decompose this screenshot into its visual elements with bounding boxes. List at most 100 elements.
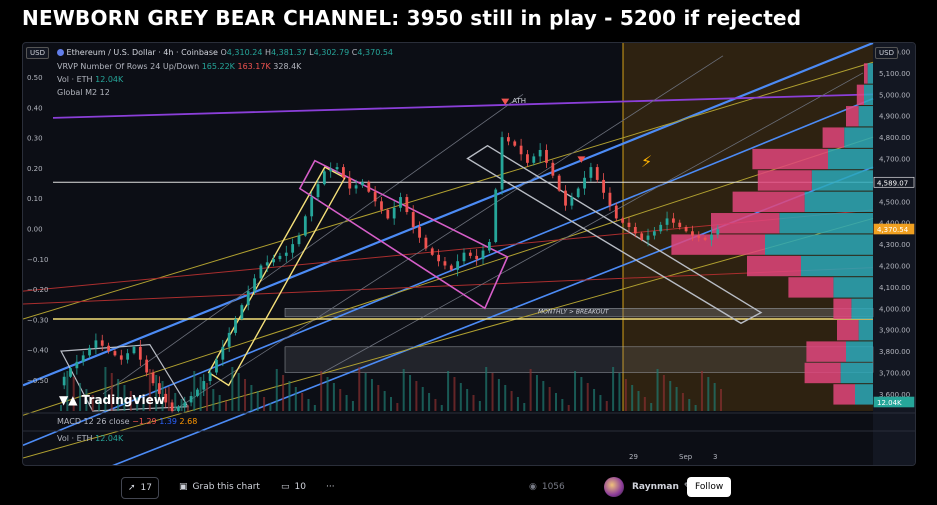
candle-body [75,361,79,369]
volume-bar [618,373,621,411]
volume-bar [193,371,196,411]
volume-bar [675,387,678,411]
candle-body [691,231,694,236]
comments-button[interactable]: ▭ 10 [281,482,306,492]
price-tag-label: 4,370.54 [877,226,909,234]
price-axis-tick: 4,900.00 [879,113,910,121]
volume-bar [199,377,202,411]
bear-flag-channel [298,159,509,310]
volume-bar [60,405,62,411]
m2-axis-tick: −0.50 [27,377,48,385]
volume-bar [104,367,107,411]
candle-body [538,149,542,157]
macd-legend[interactable]: MACD 12 26 close −1.29 1.39 2.68 [57,417,198,426]
candle-body [113,351,117,356]
volume-bar [421,387,424,411]
volume-bar [555,393,557,411]
volume-bar [650,403,653,411]
volume-legend[interactable]: Vol · ETH 12.04K [57,75,124,84]
m2-axis-tick: 0.10 [27,195,43,203]
more-button[interactable]: ··· [326,482,335,492]
candle-body [424,237,428,249]
candle-body [132,346,136,354]
volume-bar [288,381,291,411]
candle-body [672,218,675,223]
volume-legend-2[interactable]: Vol · ETH 12.04K [57,434,124,443]
m2-legend[interactable]: Global M2 12 [57,88,110,97]
vp-down-bar [846,106,859,127]
eye-icon: ◉ [529,482,537,492]
volume-bar [129,391,132,411]
candle-body [380,201,383,210]
volume-bar [504,385,507,411]
price-chart[interactable]: ATH⚡MONTHLY > BREAKOUT5,200.005,100.005,… [23,43,915,465]
channel-line-7 [23,267,874,305]
ath-label: ATH [512,97,526,105]
left-currency-tag[interactable]: USD [26,47,49,59]
candle-body [189,396,193,403]
candle-body [652,231,656,236]
price-axis-tick: 4,100.00 [879,284,910,292]
candle-body [107,345,110,352]
candle-body [659,224,663,232]
candle-body [526,154,529,163]
price-axis-tick: 4,800.00 [879,134,910,142]
volume-bar [339,389,342,411]
volume-bar [186,405,189,411]
volume-bar [231,367,234,411]
candle-body [119,355,123,360]
price-axis-tick: 4,300.00 [879,241,910,249]
candle-body [545,149,548,163]
candle-body [62,376,66,386]
vrvp-legend[interactable]: VRVP Number Of Rows 24 Up/Down 165.22K 1… [57,62,302,71]
volume-bar [459,383,462,411]
volume-bar [148,369,151,411]
chart-panel[interactable]: ATH⚡MONTHLY > BREAKOUT5,200.005,100.005,… [22,42,916,466]
author-avatar[interactable] [604,477,624,497]
volume-bar [440,405,443,411]
follow-button[interactable]: Follow [687,477,732,497]
vp-up-bar [846,341,873,362]
candle-body [151,372,155,384]
candle-body [145,359,149,373]
candle-body [475,255,479,260]
candle-body [494,189,498,242]
tradingview-logo: ▼▲ TradingView [59,393,165,407]
vp-up-bar [844,127,873,148]
candle-body [646,235,650,240]
volume-bar [599,395,602,411]
vp-down-bar [864,63,868,84]
vp-up-bar [804,191,873,213]
volume-bar [136,397,139,411]
channel-line-1 [23,97,874,446]
candle-body [405,197,409,213]
candle-body [100,340,104,346]
volume-bar [98,401,101,411]
volume-bar [263,397,266,411]
volume-bar [447,371,450,411]
price-tag-bg [873,223,915,235]
price-tag-bg [873,396,915,408]
volume-bar [402,369,405,411]
time-axis-tick: 3 [713,453,717,461]
candle-body [570,197,574,206]
volume-bar [681,393,684,411]
volume-bar [720,389,722,411]
candle-body [583,177,586,189]
candle-body [500,137,504,190]
candle-body [716,229,720,235]
volume-bar [66,371,69,411]
currency-tag[interactable]: USD [875,47,898,59]
boost-button[interactable]: ➚ 17 [121,477,159,499]
m2-axis-tick: −0.10 [27,256,48,264]
image-icon: ▣ [179,482,188,492]
grab-chart-button[interactable]: ▣ Grab this chart [179,482,260,492]
vp-up-bar [867,63,873,84]
volume-bar [161,381,164,411]
candle-body [253,278,256,292]
candle-body [557,175,561,191]
m2-axis-tick: −0.30 [27,316,48,324]
candle-body [710,234,713,240]
vp-down-bar [822,127,845,148]
candle-body [348,177,352,189]
